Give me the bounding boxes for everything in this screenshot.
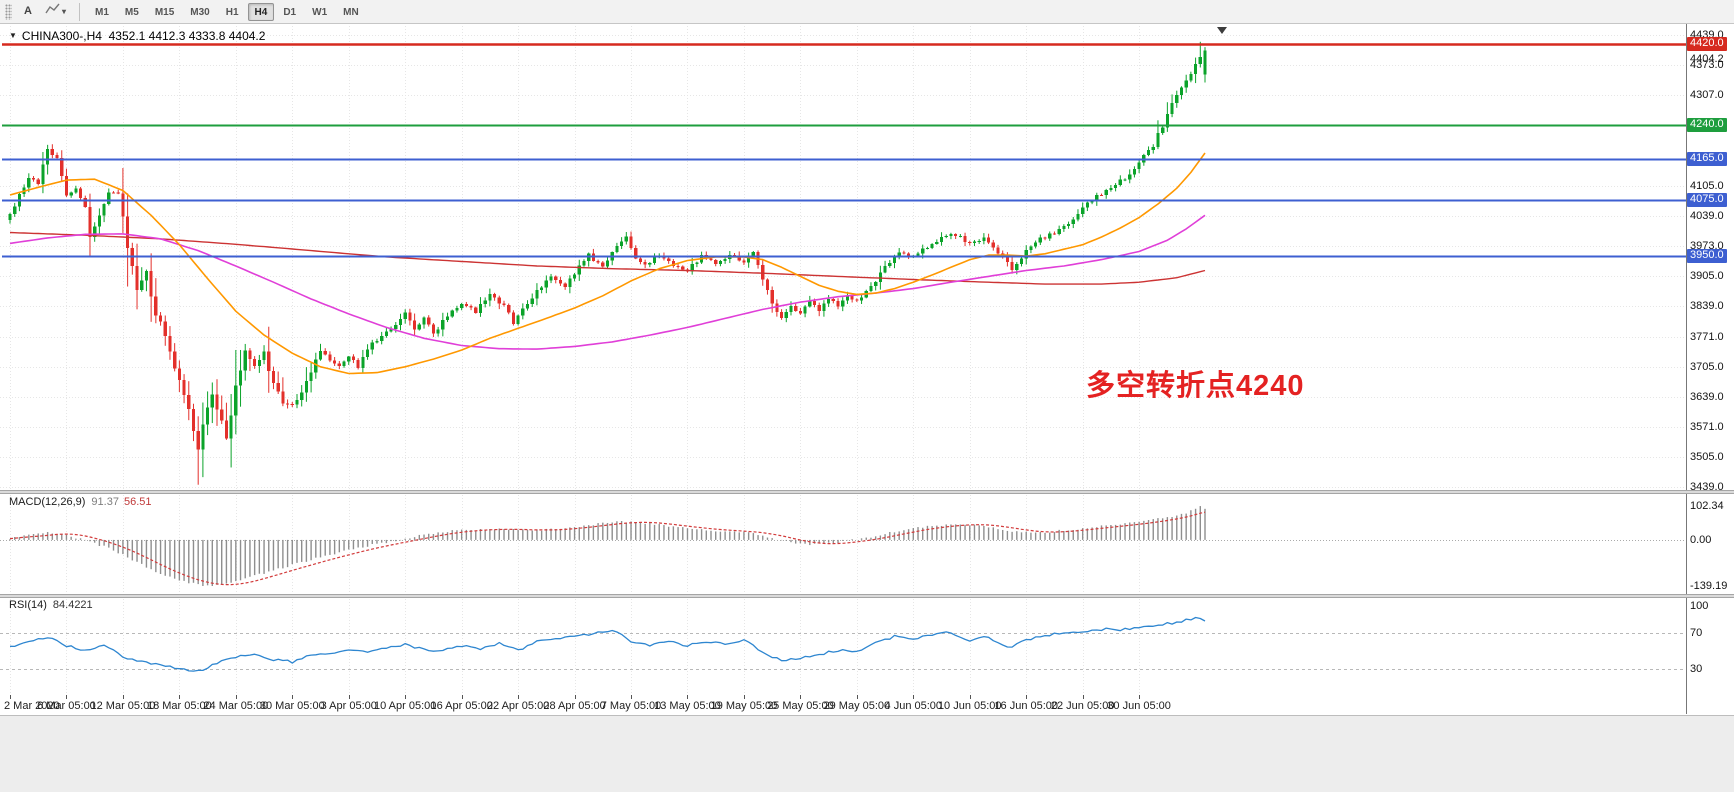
rsi-indicator-label: RSI(14) 84.4221 — [9, 599, 93, 611]
panel-splitter-rsi[interactable] — [0, 594, 1734, 598]
chart-shift-marker[interactable] — [1217, 27, 1227, 34]
chart-annotation-text[interactable]: 多空转折点4240 — [1086, 370, 1305, 402]
rsi-value: 84.4221 — [52, 599, 93, 611]
timeframe-toolbar: M1 M5 M15 M30 H1 H4 D1 W1 MN — [87, 2, 367, 22]
timeframe-button-mn[interactable]: MN — [336, 3, 366, 21]
window-bottom-area — [0, 715, 1734, 792]
macd-signal-value: 56.51 — [123, 496, 152, 508]
panel-splitter-macd[interactable] — [0, 490, 1734, 494]
timeframe-button-m30[interactable]: M30 — [183, 3, 216, 21]
timeframe-button-m5[interactable]: M5 — [118, 3, 146, 21]
polyline-icon — [45, 3, 60, 21]
chart-title: ▼ CHINA300-,H4 4352.1 4412.3 4333.8 4404.… — [9, 29, 265, 43]
toolbar: A ▾ M1 M5 M15 M30 H1 H4 D1 W1 MN — [0, 0, 1734, 24]
timeframe-button-m1[interactable]: M1 — [88, 3, 116, 21]
timeframe-button-m15[interactable]: M15 — [148, 3, 181, 21]
dropdown-triangle-icon: ▼ — [9, 31, 17, 40]
ma-mid-magenta-line — [9, 214, 1206, 350]
macd-indicator-label: MACD(12,26,9) 91.37 56.51 — [9, 496, 151, 508]
macd-name: MACD(12,26,9) — [9, 496, 86, 508]
timeframe-button-d1[interactable]: D1 — [276, 3, 303, 21]
toolbar-separator — [79, 2, 81, 21]
text-tool-button[interactable]: A — [18, 2, 38, 21]
chevron-down-icon: ▾ — [62, 7, 67, 16]
ma-slow-red-line — [9, 231, 1206, 285]
timeframe-button-h1[interactable]: H1 — [219, 3, 246, 21]
chart-ohlc-values: 4352.1 4412.3 4333.8 4404.2 — [108, 29, 266, 43]
price-axis-border — [1686, 24, 1687, 714]
line-studies-button[interactable]: ▾ — [40, 2, 71, 21]
timeframe-button-w1[interactable]: W1 — [305, 3, 334, 21]
rsi-name: RSI(14) — [9, 599, 47, 611]
toolbar-grip[interactable] — [5, 3, 12, 20]
rsi-line — [9, 616, 1206, 672]
macd-main-value: 91.37 — [91, 496, 119, 508]
timeframe-button-h4[interactable]: H4 — [247, 3, 275, 22]
chart-symbol-label: CHINA300-,H4 — [21, 29, 102, 43]
ma-fast-orange-line — [9, 152, 1206, 375]
